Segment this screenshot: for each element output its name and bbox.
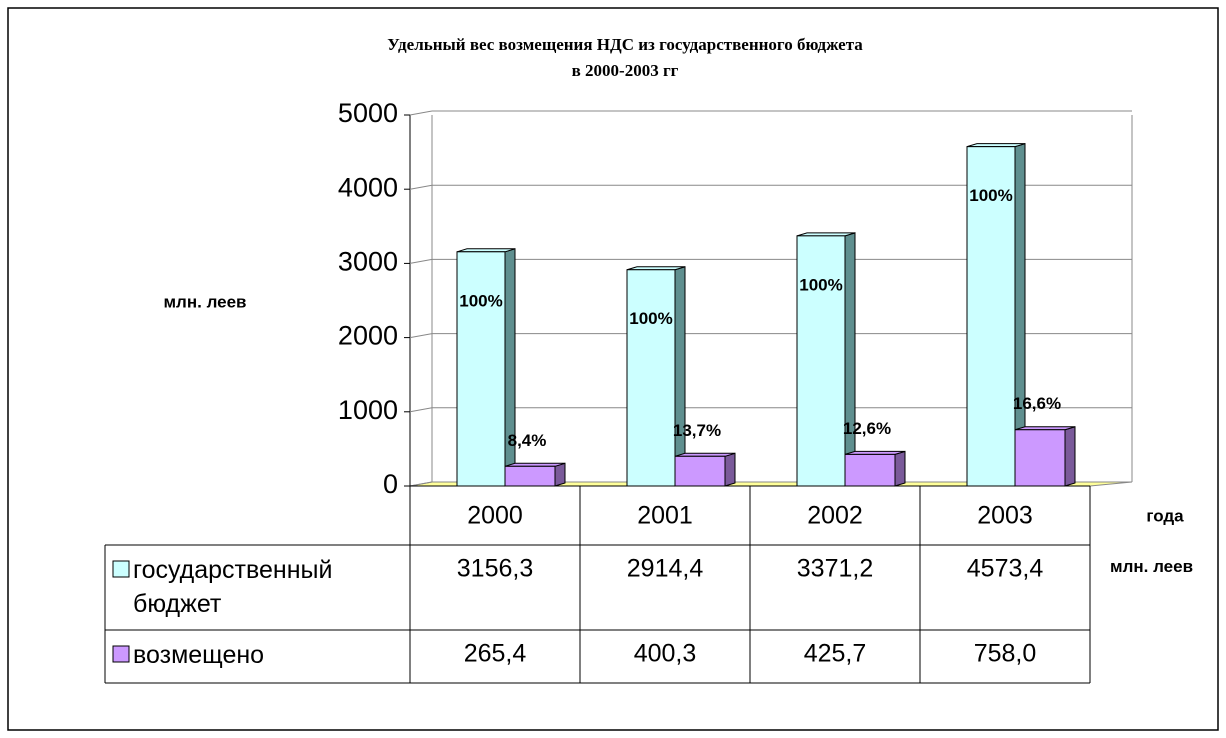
x-tick-label: 2003: [977, 502, 1033, 530]
x-axis-label: года: [1146, 506, 1184, 525]
grid-line-side: [409, 333, 433, 339]
chart-title: Удельный вес возмещения НДС из государст…: [387, 35, 863, 54]
share-label: 100%: [629, 309, 672, 328]
bar-side: [894, 450, 906, 487]
y-tick-label: 4000: [338, 172, 398, 202]
legend-text: государственный бюджет: [133, 556, 333, 618]
bar-side: [674, 266, 686, 487]
y-tick-label: 2000: [338, 321, 398, 351]
x-tick-label: 2000: [467, 502, 523, 530]
share-label: 8,4%: [508, 431, 547, 450]
bar: [626, 269, 676, 487]
bar: [1014, 429, 1066, 487]
bar: [796, 235, 846, 487]
bar: [504, 465, 556, 487]
table-cell: 400,3: [634, 640, 697, 668]
legend-text: возмещено: [133, 641, 265, 669]
bar-side: [844, 232, 856, 487]
table-unit: млн. леев: [1110, 557, 1194, 576]
grid-line-side: [409, 407, 433, 413]
grid-line-side: [409, 258, 433, 264]
y-axis-label: млн. леев: [163, 292, 246, 311]
legend-swatch: [112, 645, 130, 663]
legend-entry: государственный бюджет: [133, 556, 333, 618]
table-cell: 425,7: [804, 640, 867, 668]
share-label: 100%: [969, 186, 1012, 205]
share-label: 16,6%: [1013, 394, 1061, 413]
bar: [966, 146, 1016, 487]
legend-swatch: [112, 560, 130, 578]
bar: [674, 455, 726, 487]
table-cell: 4573,4: [967, 555, 1044, 583]
grid-line-side: [409, 110, 433, 116]
y-tick-label: 3000: [338, 247, 398, 277]
table-cell: 3156,3: [457, 555, 533, 583]
y-tick-label: 1000: [338, 395, 398, 425]
x-tick-label: 2002: [807, 502, 863, 530]
y-tick-label: 5000: [338, 98, 398, 128]
bar-side: [1064, 426, 1076, 487]
grid-line-side: [409, 184, 433, 190]
bar: [844, 453, 896, 487]
y-tick-label: 0: [383, 469, 398, 499]
bar-side: [554, 462, 566, 487]
share-label: 13,7%: [673, 421, 721, 440]
table-unit-text: млн. леев: [1110, 557, 1194, 576]
legend-entry: возмещено: [133, 641, 265, 669]
bar-side: [724, 452, 736, 487]
share-label: 100%: [459, 291, 502, 310]
bar: [456, 251, 506, 487]
grid-line-side: [409, 481, 433, 487]
share-label: 100%: [799, 275, 842, 294]
table-cell: 3371,2: [797, 555, 873, 583]
table-cell: 2914,4: [627, 555, 704, 583]
bar-side: [504, 248, 516, 487]
share-label: 12,6%: [843, 419, 891, 438]
table-cell: 265,4: [464, 640, 527, 668]
table-cell: 758,0: [974, 640, 1037, 668]
x-tick-label: 2001: [637, 502, 693, 530]
chart-subtitle: в 2000-2003 гг: [572, 61, 679, 80]
